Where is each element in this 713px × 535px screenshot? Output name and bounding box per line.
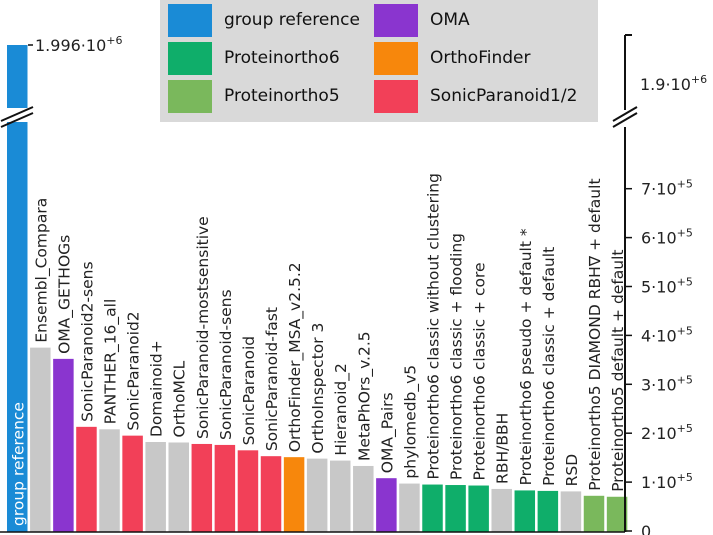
y-tick-label-2: 2·10+5 bbox=[641, 422, 693, 443]
bar-7 bbox=[145, 442, 166, 532]
y-tick-label-7: 7·10+5 bbox=[641, 178, 693, 199]
bar-label-9: SonicParanoid-mostsensitive bbox=[194, 216, 212, 439]
bar-19 bbox=[422, 484, 443, 532]
bar-8 bbox=[168, 442, 189, 532]
y-tick-label-3: 3·10+5 bbox=[641, 373, 693, 394]
y-tick-label-1: 1·10+5 bbox=[641, 471, 693, 492]
legend-label: Proteinortho6 bbox=[224, 48, 340, 68]
legend-swatch bbox=[374, 42, 418, 75]
bar-17 bbox=[376, 478, 397, 532]
bar-24 bbox=[537, 490, 559, 532]
bar-label-1: group reference bbox=[9, 402, 27, 526]
bar-label-13: OrthoFinder_MSA_v2.5.2 bbox=[286, 262, 305, 452]
bar-label-15: Hieranoid_2 bbox=[332, 363, 351, 455]
y-axis: 1.996·10+6 1.9·10+6 0 1·10+5 2·10+5 3·10+5 4·1… bbox=[0, 34, 707, 535]
legend-label: group reference bbox=[224, 10, 360, 30]
legend-label: SonicParanoid1/2 bbox=[430, 86, 578, 106]
bar-label-14: OrthoInspector 3 bbox=[309, 323, 327, 454]
bar-5 bbox=[99, 429, 120, 532]
bar-label-22: RBH/BBH bbox=[494, 413, 512, 484]
y-break-label: 1.9·10+6 bbox=[640, 73, 707, 94]
legend-label: OMA bbox=[430, 10, 470, 30]
bar-label-10: SonicParanoid-sens bbox=[217, 289, 235, 440]
legend-swatch bbox=[168, 80, 212, 113]
bar-4 bbox=[76, 426, 97, 532]
bar-label-18: phylomedb_v5 bbox=[401, 365, 420, 479]
bar-21 bbox=[468, 485, 489, 532]
bar-break-mark-1 bbox=[0, 106, 34, 122]
bar-18 bbox=[399, 483, 420, 532]
bar-label-3: OMA_GETHOGs bbox=[55, 235, 74, 354]
axis-break-mark-1 bbox=[612, 106, 638, 122]
bar-label-7: Domainoid+ bbox=[148, 340, 166, 437]
bar-label-16: MetaPhOrs_v.2.5 bbox=[355, 331, 374, 461]
bar-label-21: Proteinortho6 classic + core bbox=[471, 262, 489, 480]
bar-label-17: OMA_Pairs bbox=[378, 392, 397, 473]
legend: group reference Proteinortho6 Proteinortho… bbox=[160, 0, 598, 122]
y-tick-label-4: 4·10+5 bbox=[641, 324, 693, 345]
bar-16 bbox=[353, 465, 374, 532]
bar-label-5: PANTHER_16_all bbox=[102, 299, 121, 425]
bar-label-27: Proteinortho5 default + default bbox=[609, 249, 627, 491]
legend-swatch bbox=[374, 80, 418, 113]
bar-label-20: Proteinortho6 classic + flooding bbox=[448, 233, 466, 480]
bar-label-8: OrthoMCL bbox=[171, 360, 189, 437]
bar-label-26: Proteinortho5 DIAMOND RBH∇ + default bbox=[586, 178, 604, 490]
bar-14 bbox=[306, 458, 328, 532]
bar-13 bbox=[283, 457, 305, 532]
bar-15 bbox=[329, 460, 351, 532]
y-tick-label-6: 6·10+5 bbox=[641, 227, 693, 248]
legend-swatch bbox=[168, 42, 212, 75]
bar-label-11: SonicParanoid bbox=[240, 336, 258, 445]
legend-swatch bbox=[374, 4, 418, 37]
bar-break-mark-2 bbox=[0, 112, 34, 128]
bar-label-19: Proteinortho6 classic without clustering bbox=[425, 173, 443, 479]
bar-9 bbox=[191, 443, 213, 532]
bar-3 bbox=[53, 358, 74, 532]
y-tick-label-0: 0 bbox=[641, 522, 651, 535]
bar-label-6: SonicParanoid2 bbox=[125, 311, 143, 430]
bar-labels-group: group reference Ensembl_Compara OMA_GETHOG… bbox=[0, 106, 627, 526]
axis-break-mark-2 bbox=[612, 112, 638, 128]
bars-group bbox=[7, 45, 628, 532]
legend-swatch bbox=[168, 4, 212, 37]
bar-label-25: RSD bbox=[563, 454, 581, 487]
y-tick-label-5: 5·10+5 bbox=[641, 276, 693, 297]
bar-25 bbox=[560, 491, 582, 532]
bar-27 bbox=[606, 496, 628, 532]
bar-22 bbox=[491, 488, 512, 532]
bar-label-2: Ensembl_Compara bbox=[32, 198, 51, 343]
reference-value-label: 1.996·10+6 bbox=[35, 34, 122, 55]
bar-20 bbox=[445, 485, 466, 532]
legend-label: Proteinortho5 bbox=[224, 86, 340, 106]
bar-1 bbox=[7, 45, 28, 532]
bar-label-24: Proteinortho6 classic + default bbox=[540, 247, 558, 486]
bar-label-12: SonicParanoid-fast bbox=[263, 307, 281, 451]
bar-12 bbox=[260, 456, 282, 532]
bar-2 bbox=[30, 347, 51, 532]
bar-10 bbox=[214, 444, 236, 532]
bar-label-4: SonicParanoid2-sens bbox=[78, 261, 96, 421]
bar-11 bbox=[237, 450, 259, 532]
legend-label: OrthoFinder bbox=[430, 48, 531, 68]
bar-6 bbox=[122, 435, 143, 532]
bar-23 bbox=[514, 490, 536, 532]
bar-label-23: Proteinortho6 pseudo + default * bbox=[517, 228, 535, 485]
bar-26 bbox=[583, 495, 605, 532]
